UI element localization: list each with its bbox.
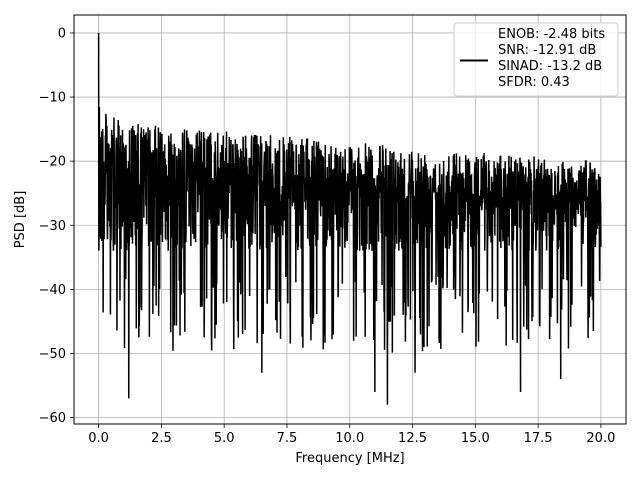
x-tick-label: 15.0 [461, 431, 490, 446]
y-tick-label: −40 [39, 283, 66, 298]
x-tick-label: 5.0 [214, 431, 235, 446]
legend-line-enob: ENOB: -2.48 bits [498, 27, 605, 42]
x-tick-label: 7.5 [277, 431, 298, 446]
x-axis-label: Frequency [MHz] [295, 451, 404, 466]
y-tick-label: 0 [58, 26, 66, 41]
x-tick-label: 0.0 [88, 431, 109, 446]
legend-line-sfdr: SFDR: 0.43 [498, 75, 570, 90]
x-tick-label: 10.0 [335, 431, 364, 446]
legend-line-sinad: SINAD: -13.2 dB [498, 59, 602, 74]
y-axis-label: PSD [dB] [13, 191, 28, 249]
x-tick-label: 12.5 [398, 431, 427, 446]
legend-line-snr: SNR: -12.91 dB [498, 43, 596, 58]
y-tick-label: −50 [39, 347, 66, 362]
x-tick-label: 20.0 [586, 431, 615, 446]
legend-box [453, 22, 619, 97]
y-tick-label: −10 [39, 91, 66, 106]
y-tick-label: −20 [39, 155, 66, 170]
x-axis-ticks: 0.0 2.5 5.0 7.5 10.0 12.5 15.0 17.5 20.0 [88, 424, 615, 446]
legend: ENOB: -2.48 bits SNR: -12.91 dB SINAD: -… [453, 22, 619, 97]
x-tick-label: 17.5 [524, 431, 553, 446]
psd-trace [97, 32, 602, 405]
x-tick-label: 2.5 [151, 431, 172, 446]
series-layer [97, 32, 602, 405]
y-tick-label: −60 [39, 411, 66, 426]
y-axis-ticks: 0 −10 −20 −30 −40 −50 −60 [39, 26, 74, 426]
y-tick-label: −30 [39, 219, 66, 234]
